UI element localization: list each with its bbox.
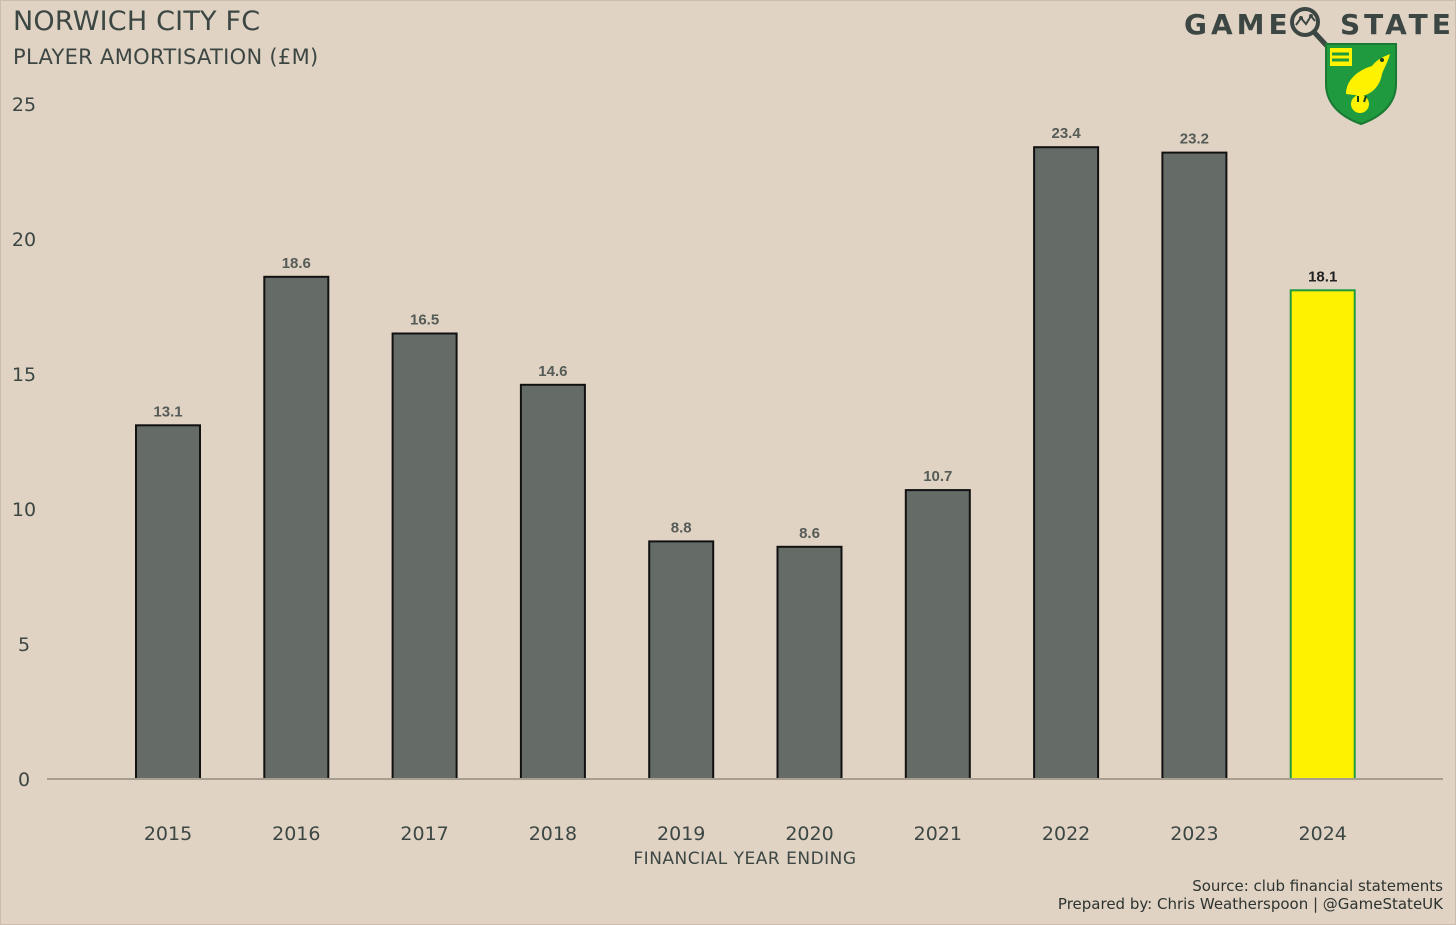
- y-tick-label: 25: [12, 94, 36, 116]
- x-tick-label-2018: 2018: [529, 823, 577, 845]
- bar-2024: [1289, 289, 1356, 780]
- bar-2017: [391, 332, 458, 780]
- y-tick-label: 5: [18, 634, 30, 656]
- value-labels: 13.1 18.6 16.5 14.6 8.8 8.6 10.7 23.4 23.2 18.1: [153, 125, 1337, 542]
- brand-word-state: STATE: [1340, 8, 1455, 41]
- x-tick-label-2015: 2015: [144, 823, 192, 845]
- chart-subtitle: PLAYER AMORTISATION (£M): [13, 45, 319, 69]
- bar-2020: [776, 545, 843, 780]
- bar-2019: [648, 540, 715, 781]
- value-label-2022: 23.4: [1051, 125, 1081, 142]
- x-axis-label: FINANCIAL YEAR ENDING: [633, 849, 856, 869]
- y-tick-label: 15: [12, 364, 36, 386]
- x-tick-label-2022: 2022: [1042, 823, 1090, 845]
- value-label-2023: 23.2: [1180, 131, 1209, 148]
- bars: [135, 146, 1356, 781]
- x-tick-label-2017: 2017: [400, 823, 448, 845]
- value-label-2021: 10.7: [923, 468, 952, 485]
- norwich-canary-crest-icon: [1322, 40, 1400, 130]
- value-label-2015: 13.1: [153, 403, 182, 420]
- y-tick-label: 0: [18, 769, 30, 791]
- x-tick-label-2024: 2024: [1299, 823, 1347, 845]
- x-tick-label-2021: 2021: [914, 823, 962, 845]
- value-label-2017: 16.5: [410, 312, 439, 329]
- y-tick-label: 20: [12, 229, 36, 251]
- brand-logo: GAME STATE: [1184, 6, 1451, 48]
- value-label-2024: 18.1: [1308, 268, 1337, 285]
- value-label-2016: 18.6: [282, 255, 311, 272]
- x-axis-ticks: 2015 2016 2017 2018 2019 2020 2021 2022 2023 2024: [144, 823, 1347, 845]
- bar-2016: [263, 275, 330, 780]
- chart-title: NORWICH CITY FC: [13, 6, 261, 37]
- prepared-by-text: Prepared by: Chris Weatherspoon | @GameS…: [1057, 895, 1443, 913]
- y-tick-label: 10: [12, 499, 36, 521]
- value-label-2019: 8.8: [671, 519, 692, 536]
- x-tick-label-2019: 2019: [657, 823, 705, 845]
- bar-2023: [1161, 151, 1228, 781]
- bar-2018: [519, 383, 586, 780]
- value-label-2020: 8.6: [799, 525, 820, 542]
- source-text: Source: club financial statements: [1192, 877, 1443, 895]
- value-label-2018: 14.6: [538, 363, 567, 380]
- y-axis-ticks: 0 5 10 15 20 25: [12, 94, 36, 791]
- x-tick-label-2023: 2023: [1170, 823, 1218, 845]
- bar-2022: [1033, 146, 1100, 780]
- x-tick-label-2016: 2016: [272, 823, 320, 845]
- source-note: Source: club financial statements Prepar…: [1058, 877, 1443, 913]
- brand-word-game: GAME: [1184, 8, 1292, 41]
- x-tick-label-2020: 2020: [785, 823, 833, 845]
- magnifier-icon: [1288, 5, 1332, 58]
- bar-2015: [135, 424, 201, 780]
- bar-2021: [904, 489, 971, 780]
